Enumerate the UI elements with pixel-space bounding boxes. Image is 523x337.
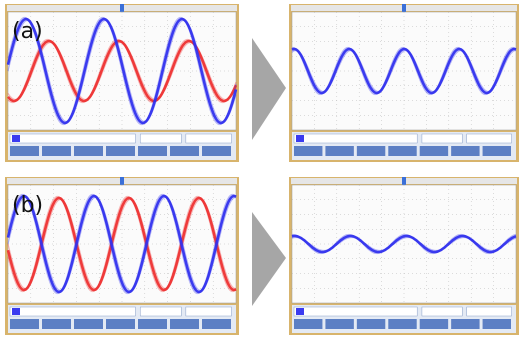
- info-box: [467, 134, 512, 143]
- info-row: [294, 307, 417, 316]
- scope-button: [294, 319, 322, 329]
- channel-tag: [12, 135, 20, 142]
- scope-button: [138, 319, 167, 329]
- scope-button: [451, 146, 479, 156]
- scope-button: [357, 319, 385, 329]
- scope-button: [420, 319, 448, 329]
- scope-button: [138, 146, 167, 156]
- info-box: [467, 307, 512, 316]
- scope-button: [325, 146, 353, 156]
- info-row: [10, 307, 135, 316]
- panel-label: (a): [12, 19, 43, 44]
- scope-button: [106, 319, 135, 329]
- info-box: [186, 134, 232, 143]
- panel-label: (b): [12, 193, 43, 218]
- info-box: [422, 307, 462, 316]
- scope-button: [10, 319, 39, 329]
- scope-button: [202, 146, 231, 156]
- scope-button: [357, 146, 385, 156]
- scope-button: [42, 319, 71, 329]
- scope-marker: [402, 4, 406, 12]
- scope-button: [202, 319, 231, 329]
- scope-button: [10, 146, 39, 156]
- channel-tag: [296, 135, 304, 142]
- scope-button: [294, 146, 322, 156]
- scope-button: [42, 146, 71, 156]
- channel-tag: [12, 308, 20, 315]
- info-box: [186, 307, 232, 316]
- channel-tag: [296, 308, 304, 315]
- info-box: [140, 134, 181, 143]
- scope-button: [170, 319, 199, 329]
- scope-button: [74, 146, 103, 156]
- info-row: [294, 134, 417, 143]
- info-row: [10, 134, 135, 143]
- scope-button: [106, 146, 135, 156]
- scope-button: [170, 146, 199, 156]
- info-box: [140, 307, 181, 316]
- scope-button: [483, 319, 511, 329]
- scope-button: [420, 146, 448, 156]
- info-box: [422, 134, 462, 143]
- scope-button: [325, 319, 353, 329]
- scope-marker: [120, 177, 124, 185]
- scope-button: [483, 146, 511, 156]
- scope-button: [388, 146, 416, 156]
- scope-button: [74, 319, 103, 329]
- scope-marker: [120, 4, 124, 12]
- scope-button: [388, 319, 416, 329]
- scope-marker: [402, 177, 406, 185]
- arrow: [252, 38, 286, 140]
- scope-button: [451, 319, 479, 329]
- arrow: [252, 212, 286, 306]
- figure: (a) (b): [0, 0, 523, 337]
